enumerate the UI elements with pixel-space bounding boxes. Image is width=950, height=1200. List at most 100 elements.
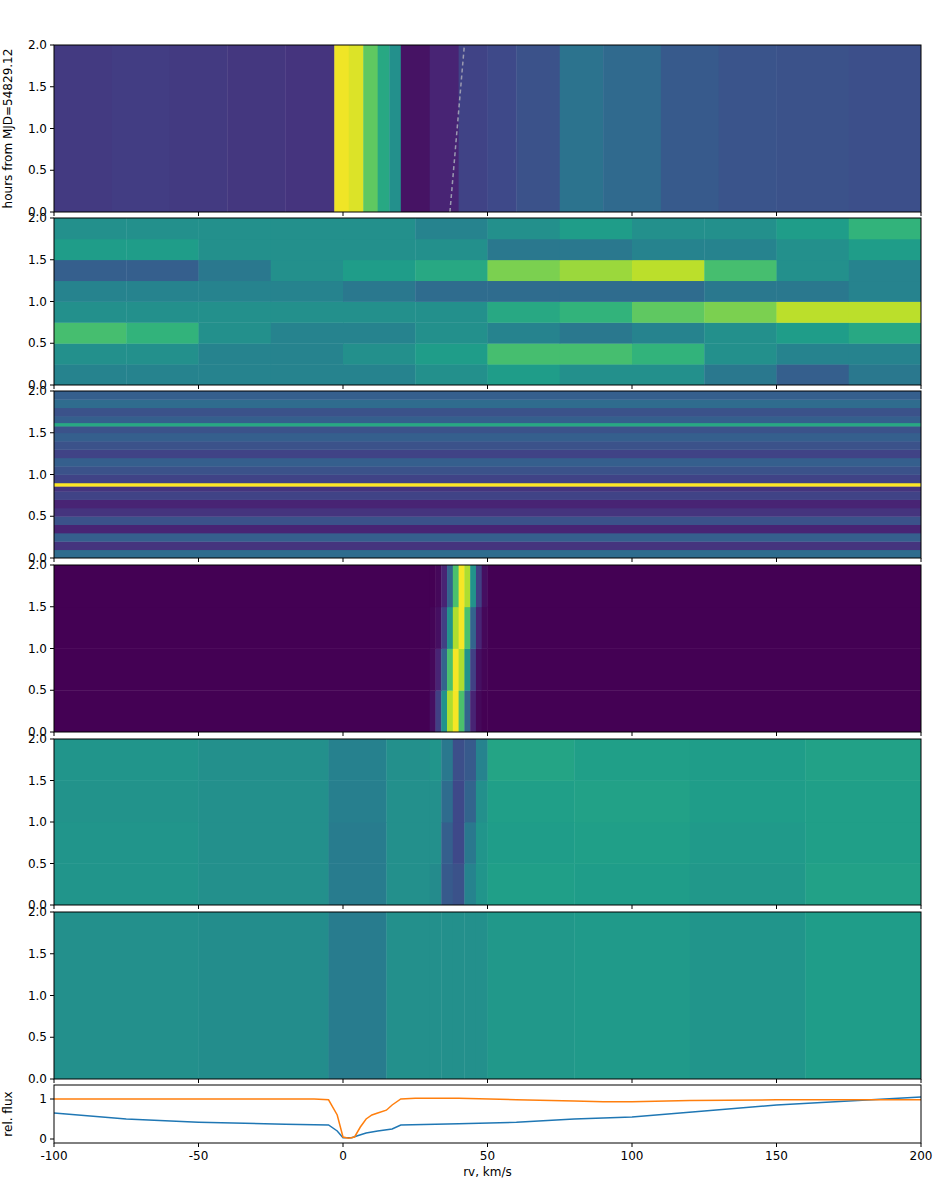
heatmap-cell <box>54 322 127 343</box>
heatmap-cell <box>453 607 459 649</box>
heatmap-cell <box>430 649 436 691</box>
heatmap-cell <box>54 364 127 385</box>
heatmap-cell <box>488 45 517 212</box>
heatmap-cell <box>777 281 850 302</box>
y-tick <box>50 780 54 781</box>
heatmap-cell <box>54 45 112 212</box>
heatmap-cell <box>199 281 272 302</box>
heatmap-cell <box>488 690 922 732</box>
heatmap-cell <box>464 864 476 906</box>
heatmap-cell <box>199 239 272 260</box>
y-tick-label: 1.5 <box>28 947 47 961</box>
heatmap-cell <box>271 364 344 385</box>
heatmap-cell <box>271 302 344 323</box>
heatmap-cell <box>476 690 482 732</box>
x-tick <box>198 905 199 909</box>
heatmap-cell <box>476 607 482 649</box>
x-tick <box>198 212 199 216</box>
heatmap-cell <box>126 343 199 364</box>
heatmap-cell <box>271 239 344 260</box>
heatmap-cell <box>199 302 272 323</box>
heatmap-cell <box>54 533 921 542</box>
y-tick <box>50 170 54 171</box>
heatmap-cell <box>54 739 199 781</box>
x-tick <box>343 212 344 216</box>
heatmap-cell <box>560 239 633 260</box>
heatmap-cell <box>430 781 442 823</box>
heatmap-cell <box>453 864 465 906</box>
heatmap-cell <box>560 302 633 323</box>
heatmap-cell <box>329 864 387 906</box>
y-tick-label: 0.5 <box>28 857 47 871</box>
heatmap-cell <box>54 391 921 400</box>
y-tick <box>50 565 54 566</box>
heatmap-cell <box>285 45 335 212</box>
heatmap-cell <box>430 822 442 864</box>
y-tick <box>50 343 54 344</box>
heatmap-cell <box>54 649 430 691</box>
heatmap-cell <box>329 912 387 1079</box>
heatmap-cell <box>415 239 488 260</box>
heatmap-cell <box>459 607 465 649</box>
heatmap-cell <box>476 739 488 781</box>
heatmap-cell <box>199 912 329 1079</box>
heatmap-cell <box>441 739 453 781</box>
heatmap-cell <box>849 302 921 323</box>
x-tick <box>54 1079 55 1083</box>
heatmap-cell <box>849 343 921 364</box>
plot-area <box>54 1097 921 1138</box>
y-tick <box>50 1139 54 1140</box>
heatmap-cell <box>849 218 921 239</box>
heatmap-cell <box>690 822 806 864</box>
heatmap-cell <box>488 364 561 385</box>
heatmap-cell <box>560 343 633 364</box>
heatmap-cell <box>805 864 921 906</box>
heatmap-cell <box>271 281 344 302</box>
heatmap-cell <box>470 649 476 691</box>
heatmap-cell <box>805 781 921 823</box>
x-tick <box>198 558 199 562</box>
heatmap-cell <box>54 218 127 239</box>
y-tick-label: 2.0 <box>28 38 47 52</box>
y-tick <box>50 86 54 87</box>
heatmap-cell <box>343 322 416 343</box>
heatmap-cell <box>849 322 921 343</box>
heatmap-cell <box>54 550 921 558</box>
x-tick <box>776 732 777 736</box>
x-tick <box>921 385 922 389</box>
x-tick <box>776 558 777 562</box>
heatmap-cell <box>54 864 199 906</box>
heatmap-cell <box>661 45 719 212</box>
heatmap-cell <box>430 864 442 906</box>
heatmap-cell <box>199 322 272 343</box>
y-tick-label: 1.0 <box>28 295 47 309</box>
heatmap-cell <box>435 565 441 607</box>
x-tick <box>198 732 199 736</box>
y-tick <box>50 218 54 219</box>
y-tick <box>50 648 54 649</box>
heatmap-cell <box>704 218 777 239</box>
heatmap-cell <box>126 218 199 239</box>
y-tick-label: 0 <box>39 1132 47 1146</box>
heatmap-cell <box>777 45 850 212</box>
heatmap-cell <box>54 508 921 517</box>
y-tick-label: 2.0 <box>28 211 47 225</box>
heatmap-cell <box>464 607 470 649</box>
heatmap-cell <box>126 364 199 385</box>
x-tick <box>632 558 633 562</box>
heatmap-cell <box>112 45 170 212</box>
heatmap-cell <box>54 486 921 491</box>
heatmap-cell <box>54 449 921 458</box>
y-tick <box>50 912 54 913</box>
heatmap-cell <box>464 822 476 864</box>
x-tick <box>54 732 55 736</box>
heatmap-cell <box>415 364 488 385</box>
heatmap-cell <box>464 781 476 823</box>
y-tick-label: 2.0 <box>28 732 47 746</box>
y-tick-label: 2.0 <box>28 905 47 919</box>
heatmap-cell <box>704 364 777 385</box>
heatmap-cell <box>560 218 633 239</box>
heatmap-cell <box>54 912 199 1079</box>
x-tick <box>198 385 199 389</box>
x-tick <box>776 385 777 389</box>
